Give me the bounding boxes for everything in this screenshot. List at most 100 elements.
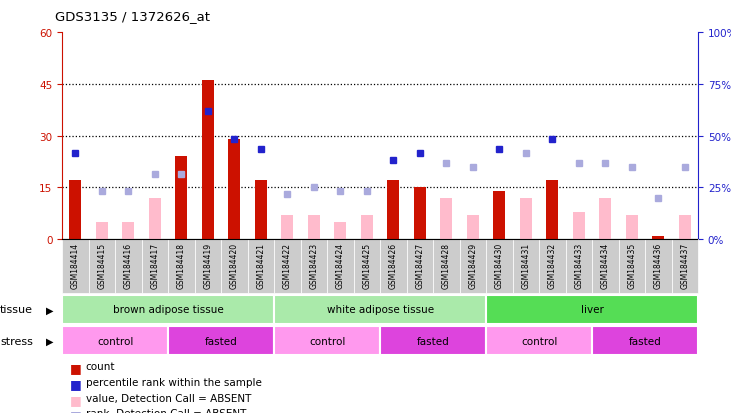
Bar: [460, 240, 486, 293]
Bar: [520, 198, 532, 240]
Text: GSM184436: GSM184436: [654, 242, 663, 288]
Bar: [281, 216, 293, 240]
Bar: [149, 198, 161, 240]
Text: GSM184435: GSM184435: [627, 242, 637, 288]
Bar: [62, 240, 88, 293]
Bar: [96, 222, 108, 240]
Bar: [592, 326, 698, 355]
Text: fasted: fasted: [205, 336, 238, 346]
Text: control: control: [521, 336, 557, 346]
Text: ▶: ▶: [46, 336, 53, 346]
Text: GSM184416: GSM184416: [124, 242, 133, 288]
Bar: [433, 240, 460, 293]
Bar: [573, 212, 585, 240]
Bar: [599, 198, 611, 240]
Bar: [354, 240, 380, 293]
Bar: [387, 181, 399, 240]
Bar: [115, 240, 142, 293]
Bar: [414, 188, 426, 240]
Text: GSM184417: GSM184417: [151, 242, 159, 288]
Bar: [228, 140, 240, 240]
Bar: [592, 240, 618, 293]
Bar: [672, 240, 698, 293]
Text: GSM184419: GSM184419: [203, 242, 213, 288]
Text: GSM184420: GSM184420: [230, 242, 239, 288]
Bar: [539, 240, 566, 293]
Bar: [486, 240, 512, 293]
Bar: [440, 198, 452, 240]
Bar: [248, 240, 274, 293]
Text: brown adipose tissue: brown adipose tissue: [113, 305, 224, 315]
Bar: [175, 157, 187, 240]
Text: GSM184415: GSM184415: [97, 242, 107, 288]
Text: GSM184423: GSM184423: [309, 242, 319, 288]
Bar: [361, 216, 373, 240]
Text: GSM184432: GSM184432: [548, 242, 557, 288]
Bar: [679, 216, 691, 240]
Text: ■: ■: [69, 408, 81, 413]
Bar: [274, 240, 300, 293]
Text: GSM184431: GSM184431: [521, 242, 531, 288]
Bar: [308, 216, 320, 240]
Bar: [255, 181, 267, 240]
Bar: [380, 240, 406, 293]
Text: control: control: [309, 336, 345, 346]
Text: ■: ■: [69, 377, 81, 390]
Text: GSM184427: GSM184427: [415, 242, 425, 288]
Bar: [300, 240, 327, 293]
Text: percentile rank within the sample: percentile rank within the sample: [86, 377, 262, 387]
Bar: [512, 240, 539, 293]
Text: ■: ■: [69, 361, 81, 374]
Bar: [221, 240, 248, 293]
Bar: [546, 181, 558, 240]
Text: GSM184428: GSM184428: [442, 242, 451, 288]
Text: value, Detection Call = ABSENT: value, Detection Call = ABSENT: [86, 393, 251, 403]
Text: stress: stress: [0, 336, 33, 346]
Text: liver: liver: [580, 305, 604, 315]
Bar: [274, 326, 380, 355]
Bar: [380, 326, 486, 355]
Text: control: control: [97, 336, 133, 346]
Bar: [62, 326, 168, 355]
Text: GSM184425: GSM184425: [363, 242, 371, 288]
Bar: [142, 240, 168, 293]
Text: GSM184422: GSM184422: [283, 242, 292, 288]
Bar: [202, 81, 214, 240]
Bar: [194, 240, 221, 293]
Text: GSM184434: GSM184434: [601, 242, 610, 288]
Bar: [69, 181, 81, 240]
Bar: [645, 240, 672, 293]
Text: GSM184437: GSM184437: [681, 242, 689, 288]
Bar: [652, 236, 664, 240]
Text: GSM184430: GSM184430: [495, 242, 504, 288]
Text: GSM184433: GSM184433: [575, 242, 583, 288]
Text: GSM184418: GSM184418: [177, 242, 186, 288]
Bar: [122, 222, 135, 240]
Text: GDS3135 / 1372626_at: GDS3135 / 1372626_at: [55, 10, 210, 23]
Bar: [62, 295, 274, 324]
Bar: [486, 295, 698, 324]
Text: ■: ■: [69, 393, 81, 406]
Bar: [566, 240, 592, 293]
Text: fasted: fasted: [629, 336, 662, 346]
Text: white adipose tissue: white adipose tissue: [327, 305, 433, 315]
Bar: [327, 240, 354, 293]
Bar: [467, 216, 479, 240]
Text: rank, Detection Call = ABSENT: rank, Detection Call = ABSENT: [86, 408, 246, 413]
Text: GSM184424: GSM184424: [336, 242, 345, 288]
Bar: [274, 295, 486, 324]
Bar: [334, 222, 346, 240]
Text: GSM184429: GSM184429: [469, 242, 477, 288]
Text: GSM184414: GSM184414: [71, 242, 80, 288]
Bar: [618, 240, 645, 293]
Text: GSM184421: GSM184421: [257, 242, 265, 288]
Bar: [168, 326, 274, 355]
Text: ▶: ▶: [46, 305, 53, 315]
Bar: [626, 216, 638, 240]
Text: fasted: fasted: [417, 336, 450, 346]
Bar: [88, 240, 115, 293]
Bar: [486, 326, 592, 355]
Bar: [168, 240, 194, 293]
Text: tissue: tissue: [0, 305, 33, 315]
Bar: [493, 191, 505, 240]
